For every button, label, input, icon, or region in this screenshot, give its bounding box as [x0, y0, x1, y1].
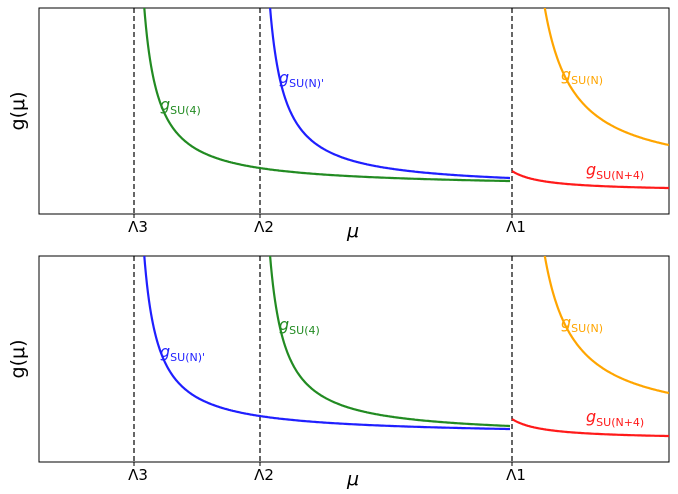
curve-label: gSU(4)	[160, 95, 201, 117]
curve	[543, 256, 669, 395]
x-axis-label: μ	[346, 220, 359, 242]
label-subscript: SU(N)'	[289, 77, 324, 90]
label-subscript: SU(N+4)	[596, 416, 644, 429]
x-axis-label: μ	[346, 468, 359, 490]
curve-label: gSU(N)	[561, 313, 603, 335]
x-tick-label: Λ1	[506, 466, 526, 484]
label-subscript: SU(4)	[289, 324, 320, 337]
curve-label: gSU(N)'	[279, 68, 324, 90]
curve	[543, 8, 669, 147]
x-tick-label: Λ2	[254, 218, 274, 236]
curve	[511, 418, 669, 438]
label-symbol: g	[160, 95, 170, 114]
y-axis-label: g(μ)	[7, 340, 29, 379]
label-subscript: SU(N)	[571, 74, 603, 87]
curve	[268, 8, 510, 180]
x-tick-label: Λ1	[506, 218, 526, 236]
label-subscript: SU(N+4)	[596, 169, 644, 182]
axes-frame	[38, 255, 670, 463]
curve-label: gSU(N)'	[160, 342, 205, 364]
curve-label: gSU(4)	[279, 315, 320, 337]
label-subscript: SU(N)'	[170, 351, 205, 364]
label-symbol: g	[279, 68, 289, 87]
label-symbol: g	[586, 160, 596, 179]
axes-frame	[38, 7, 670, 215]
label-symbol: g	[279, 315, 289, 334]
curve-label: gSU(N)	[561, 65, 603, 87]
curve	[268, 256, 510, 428]
curve	[143, 256, 510, 431]
curve-label: gSU(N+4)	[586, 407, 644, 429]
label-symbol: g	[561, 65, 571, 84]
label-symbol: g	[561, 313, 571, 332]
x-tick-label: Λ3	[128, 218, 148, 236]
curve	[143, 8, 510, 183]
label-symbol: g	[160, 342, 170, 361]
label-symbol: g	[586, 407, 596, 426]
label-subscript: SU(N)	[571, 322, 603, 335]
curve-label: gSU(N+4)	[586, 160, 644, 182]
x-tick-label: Λ2	[254, 466, 274, 484]
curve	[511, 170, 669, 190]
label-subscript: SU(4)	[170, 104, 201, 117]
x-tick-label: Λ3	[128, 466, 148, 484]
y-axis-label: g(μ)	[7, 92, 29, 131]
